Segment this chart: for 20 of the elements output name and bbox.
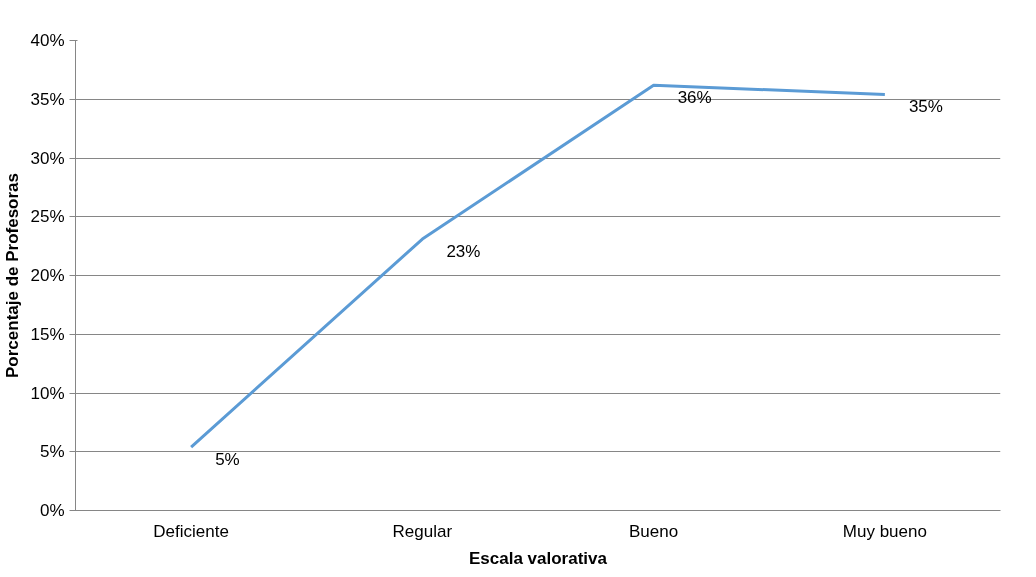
y-tick-label: 30% xyxy=(30,148,65,168)
data-label: 23% xyxy=(446,241,481,261)
x-axis-title: Escala valorativa xyxy=(469,548,608,568)
line-series xyxy=(189,83,887,449)
y-tick-label: 10% xyxy=(30,383,65,403)
data-label: 5% xyxy=(215,449,240,469)
x-tick-label: Regular xyxy=(392,521,453,541)
x-tick-label: Bueno xyxy=(629,521,679,541)
data-label: 35% xyxy=(908,97,943,117)
data-label: 36% xyxy=(677,87,712,107)
y-axis-title: Porcentaje de Profesoras xyxy=(3,172,23,379)
y-tick-label: 5% xyxy=(39,442,65,462)
x-tick-label: Muy bueno xyxy=(842,521,927,541)
y-tick-label: 25% xyxy=(30,207,65,227)
y-tick-label: 20% xyxy=(30,266,65,285)
x-tick-label: Deficiente xyxy=(153,521,229,541)
y-tick-label: 35% xyxy=(30,89,65,109)
y-tick-label: 40% xyxy=(30,31,65,50)
y-tick-label: 15% xyxy=(30,324,65,344)
y-tick-label: 0% xyxy=(39,501,65,520)
